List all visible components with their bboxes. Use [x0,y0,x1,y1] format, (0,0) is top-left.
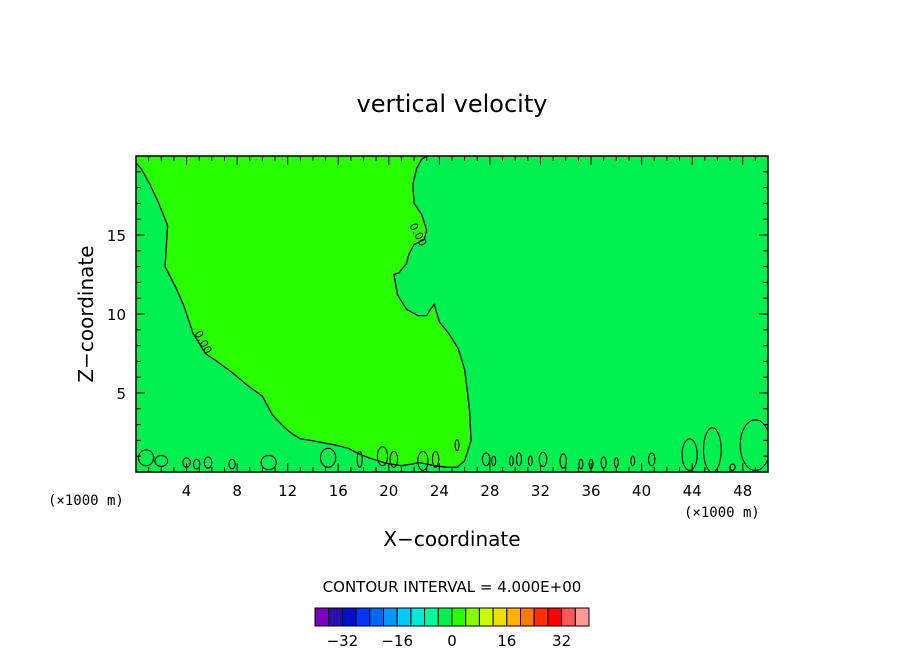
colorbar-swatch [437,607,453,627]
contour-blob [454,439,460,452]
colorbar-swatch [383,607,398,627]
x-tick-label: 24 [430,482,449,500]
colorbar-swatch [369,607,384,627]
contour-blob [431,450,440,468]
x-unit-left: (×1000 m) [48,493,124,509]
x-tick-label: 32 [531,482,550,500]
contour-blob [515,452,523,467]
x-tick-label: 4 [182,482,192,500]
colorbar-tick-label: 0 [447,632,457,650]
x-tick-label: 28 [480,482,499,500]
contour-line [136,156,472,468]
colorbar-swatch [355,607,371,627]
colorbar-swatch [424,607,439,627]
colorbar-swatch [314,607,330,627]
colorbar-swatch [520,607,535,627]
contour-blob [538,451,548,468]
contour-blob [154,454,169,468]
contour-blob [578,458,584,470]
contour-blob [417,450,429,471]
x-tick-label: 40 [632,482,651,500]
colorbar-swatch [506,607,521,627]
contour-blob [681,438,698,471]
contour-blob [527,455,533,467]
colorbar-swatch [465,607,480,627]
y-tick-label: 15 [107,227,126,245]
contour-interval-text: CONTOUR INTERVAL = 4.000E+00 [323,578,582,596]
colorbar-swatch [341,607,357,627]
y-tick-label: 10 [107,306,126,324]
contour-blob [192,458,201,470]
colorbar-swatch [547,607,563,627]
y-ticks: 5 10 15 [107,171,768,457]
colorbar-tick-label: 32 [552,632,571,650]
x-tick-label: 48 [733,482,752,500]
colorbar-tick-label: −32 [327,632,359,650]
x-tick-label: 12 [278,482,297,500]
x-tick-label: 44 [683,482,702,500]
x-ticks: 4 8 12 16 20 24 28 32 36 40 44 48 [148,156,756,500]
contour-blob [491,455,497,467]
contour-blob [559,453,567,469]
colorbar-tick-label: −16 [381,632,413,650]
contour-blob [319,447,337,468]
contour-region-fill [136,156,471,468]
contour-blob [137,449,155,467]
x-tick-label: 36 [581,482,600,500]
x-tick-label: 8 [232,482,242,500]
contour-blob [228,458,236,470]
chart-title: vertical velocity [357,90,548,118]
colorbar-swatch [574,607,590,627]
colorbar-swatch [396,607,412,627]
colorbar-swatch [478,607,494,627]
colorbar: −32 −16 0 16 32 [314,607,590,650]
y-axis-label: Z−coordinate [74,245,98,382]
contour-blob [376,446,389,467]
colorbar-swatch [492,607,508,627]
x-tick-label: 20 [379,482,398,500]
x-axis-label: X−coordinate [383,527,520,551]
contour-blob [356,450,363,468]
colorbar-swatch [533,607,549,627]
colorbar-swatch [561,607,576,627]
colorbar-tick-label: 16 [497,632,516,650]
contour-blob [481,452,491,467]
contour-blob [630,455,636,467]
contour-blob [702,427,722,472]
plot-area: 0.000.00 [135,155,769,473]
contour-blob [648,452,656,467]
x-tick-label: 16 [329,482,348,500]
contour-blob [508,455,514,467]
colorbar-swatch [451,607,467,627]
contour-blob [203,456,213,469]
x-unit-right: (×1000 m) [684,505,760,521]
y-tick-label: 5 [116,385,126,403]
colorbar-swatch [328,607,343,627]
colorbar-swatch [410,607,426,627]
contour-blob [260,454,277,471]
contour-blob [389,450,399,468]
